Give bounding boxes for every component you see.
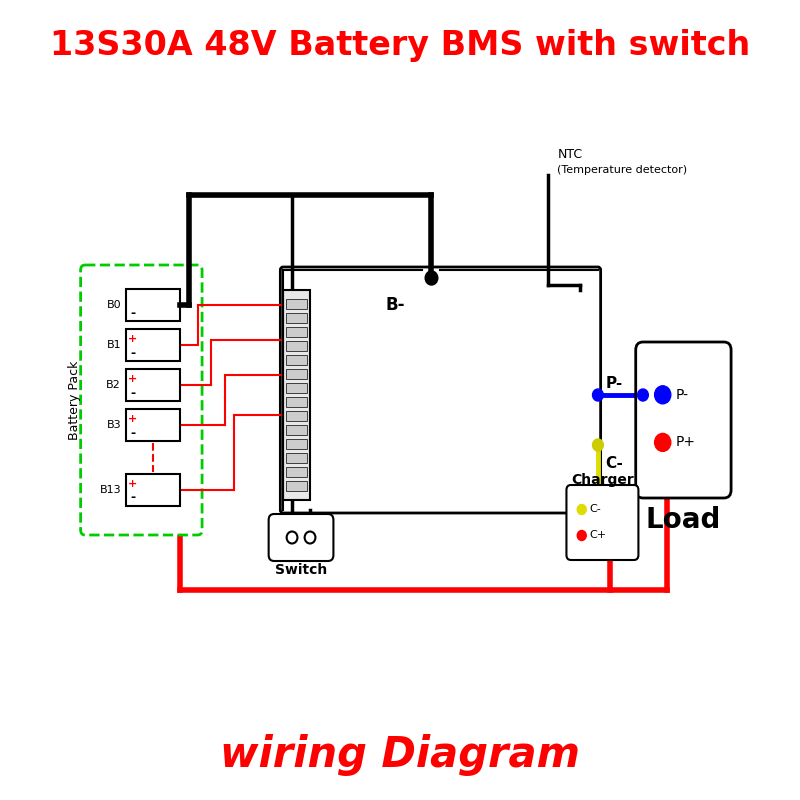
FancyBboxPatch shape: [269, 514, 334, 561]
Bar: [283, 290, 310, 500]
Text: C-: C-: [605, 455, 623, 470]
Text: B3: B3: [106, 420, 121, 430]
Bar: [286, 341, 307, 351]
Text: -: -: [130, 491, 135, 505]
Bar: [286, 411, 307, 421]
Text: hSafer BMS: hSafer BMS: [402, 378, 593, 464]
Text: C+: C+: [589, 530, 606, 541]
Bar: [286, 439, 307, 449]
Text: -: -: [130, 386, 135, 399]
Text: Charger: Charger: [571, 473, 634, 487]
Text: P-: P-: [675, 388, 688, 402]
FancyBboxPatch shape: [636, 342, 731, 498]
Text: utt: utt: [380, 407, 435, 449]
Circle shape: [425, 271, 438, 285]
Text: +: +: [128, 374, 138, 384]
Text: -: -: [130, 346, 135, 359]
Text: P-: P-: [605, 375, 622, 390]
Bar: [126, 329, 179, 361]
Bar: [286, 313, 307, 323]
Text: Load: Load: [646, 506, 721, 534]
Text: +: +: [128, 414, 138, 424]
Text: B1: B1: [106, 340, 121, 350]
Circle shape: [578, 505, 586, 514]
Text: BeM: BeM: [346, 410, 422, 459]
Bar: [286, 299, 307, 309]
FancyBboxPatch shape: [280, 267, 601, 513]
Text: +: +: [128, 479, 138, 489]
Text: +: +: [128, 334, 138, 344]
Bar: [286, 355, 307, 365]
Text: 13S30A 48V Battery BMS with switch: 13S30A 48V Battery BMS with switch: [50, 29, 750, 62]
Bar: [286, 453, 307, 463]
Bar: [286, 327, 307, 337]
Circle shape: [654, 386, 671, 404]
Text: (Temperature detector): (Temperature detector): [558, 165, 687, 175]
Bar: [286, 467, 307, 477]
Circle shape: [578, 530, 586, 541]
Bar: [286, 481, 307, 491]
Text: B13: B13: [99, 485, 121, 495]
Circle shape: [593, 439, 603, 451]
Text: -: -: [130, 306, 135, 319]
FancyBboxPatch shape: [566, 485, 638, 560]
Bar: [126, 289, 179, 321]
Text: B2: B2: [106, 380, 121, 390]
Text: P+: P+: [675, 435, 695, 450]
Circle shape: [593, 389, 603, 401]
Text: NTC: NTC: [558, 149, 582, 162]
Bar: [286, 383, 307, 393]
Bar: [126, 369, 179, 401]
Text: -: -: [130, 426, 135, 439]
Bar: [286, 397, 307, 407]
FancyBboxPatch shape: [81, 265, 202, 535]
Text: B0: B0: [106, 300, 121, 310]
Text: Battery Pack: Battery Pack: [68, 360, 81, 440]
Bar: [286, 425, 307, 435]
Text: wiring Diagram: wiring Diagram: [220, 734, 580, 776]
Text: Switch: Switch: [275, 563, 327, 577]
Bar: [126, 474, 179, 506]
Text: C-: C-: [589, 505, 601, 514]
Circle shape: [654, 434, 671, 451]
Bar: [126, 409, 179, 441]
Bar: [286, 369, 307, 379]
Text: B-: B-: [386, 296, 406, 314]
Circle shape: [638, 389, 648, 401]
